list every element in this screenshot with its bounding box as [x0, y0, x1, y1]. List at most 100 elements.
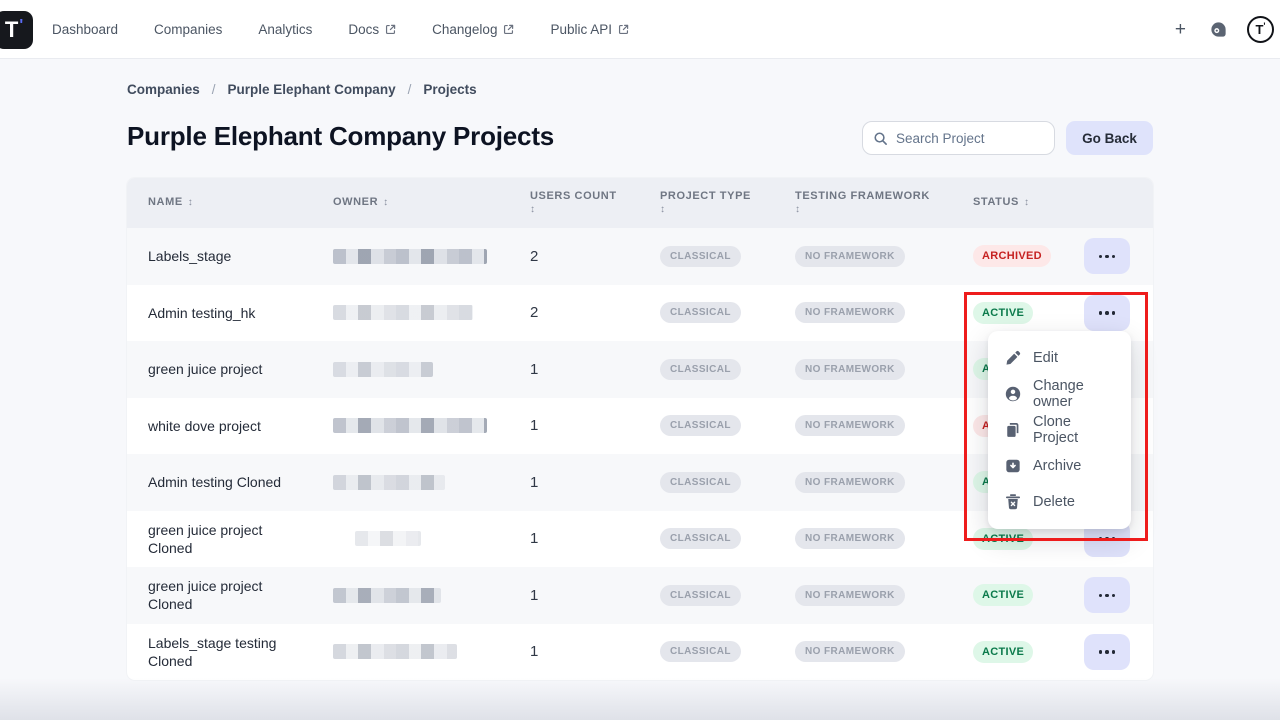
status-cell: ACTIVE: [973, 584, 1084, 607]
owner-blurred-text: [333, 587, 441, 603]
project-type-badge: CLASSICAL: [660, 641, 741, 663]
external-link-icon: [618, 24, 629, 35]
framework-badge: NO FRAMEWORK: [795, 641, 905, 663]
avatar-tick: ': [1263, 21, 1266, 31]
status-cell: ACTIVE: [973, 301, 1084, 324]
owner-blurred-text: [333, 361, 433, 377]
framework-cell: NO FRAMEWORK: [795, 245, 973, 267]
search-icon: [873, 131, 888, 146]
row-actions-button[interactable]: [1084, 633, 1130, 670]
avatar-letter: T: [1255, 22, 1264, 37]
trash-icon: [1005, 494, 1021, 510]
breadcrumb-separator: /: [211, 82, 216, 97]
project-type-cell: CLASSICAL: [660, 641, 795, 663]
framework-cell: NO FRAMEWORK: [795, 641, 973, 663]
external-link-icon: [385, 24, 396, 35]
project-name: green juice project: [148, 361, 263, 378]
sort-icon: ↕: [795, 203, 801, 215]
bottom-fade: [0, 678, 1280, 720]
search-input[interactable]: [896, 130, 1044, 146]
users-count: 1: [530, 417, 539, 435]
status-badge: ACTIVE: [973, 527, 1034, 550]
nav-item-docs[interactable]: Docs: [348, 22, 396, 37]
users-count: 1: [530, 473, 539, 491]
project-type-badge: CLASSICAL: [660, 302, 741, 324]
nav-item-public-api[interactable]: Public API: [550, 22, 629, 37]
project-name: Labels_stage testing Cloned: [148, 634, 277, 669]
users-count: 2: [530, 247, 539, 265]
project-type-badge: CLASSICAL: [660, 471, 741, 493]
actions-cell: [1084, 577, 1153, 614]
menu-item-label: Edit: [1033, 350, 1058, 366]
nav-item-companies[interactable]: Companies: [154, 22, 223, 37]
owner-cell: [333, 531, 530, 547]
users-count: 1: [530, 586, 539, 604]
table-row: Labels_stage 2 CLASSICAL NO FRAMEWORK AR…: [127, 228, 1153, 285]
project-type-cell: CLASSICAL: [660, 471, 795, 493]
project-type-cell: CLASSICAL: [660, 358, 795, 380]
framework-badge: NO FRAMEWORK: [795, 528, 905, 550]
table-row: Labels_stage testing Cloned 1 CLASSICAL …: [127, 624, 1153, 681]
copy-icon: [1007, 422, 1019, 437]
row-actions-button[interactable]: [1084, 294, 1130, 331]
sort-icon: ↕: [383, 196, 389, 208]
archive-icon: [1006, 459, 1020, 473]
menu-item-delete[interactable]: Delete: [988, 484, 1131, 520]
user-avatar[interactable]: T ': [1247, 16, 1274, 43]
pencil-icon: [1006, 351, 1021, 365]
column-header-project-type[interactable]: PROJECT TYPE ↕: [660, 190, 795, 216]
go-back-button[interactable]: Go Back: [1066, 121, 1153, 155]
owner-cell: [333, 644, 530, 660]
external-link-icon: [503, 24, 514, 35]
app-logo[interactable]: T ': [0, 11, 33, 49]
owner-cell: [333, 587, 530, 603]
menu-item-change-owner[interactable]: Change owner: [988, 376, 1131, 412]
project-type-badge: CLASSICAL: [660, 358, 741, 380]
owner-cell: [333, 361, 530, 377]
menu-item-clone-project[interactable]: Clone Project: [988, 412, 1131, 448]
menu-item-archive[interactable]: Archive: [988, 448, 1131, 484]
owner-cell: [333, 474, 530, 490]
row-actions-button[interactable]: [1084, 577, 1130, 614]
nav-item-changelog[interactable]: Changelog: [432, 22, 514, 37]
project-type-badge: CLASSICAL: [660, 584, 741, 606]
menu-item-label: Clone Project: [1033, 414, 1079, 446]
actions-cell: [1084, 238, 1153, 275]
nav-item-analytics[interactable]: Analytics: [258, 22, 313, 37]
menu-item-label: Delete: [1033, 494, 1075, 510]
project-type-badge: CLASSICAL: [660, 528, 741, 550]
column-header-owner[interactable]: OWNER ↕: [333, 196, 389, 209]
status-badge: ACTIVE: [973, 301, 1034, 324]
row-actions-button[interactable]: [1084, 238, 1130, 275]
breadcrumb-company[interactable]: Purple Elephant Company: [227, 82, 396, 97]
project-name: green juice project Cloned: [148, 521, 263, 556]
project-name: green juice project Cloned: [148, 578, 263, 613]
users-count: 1: [530, 360, 539, 378]
breadcrumb-companies[interactable]: Companies: [127, 82, 200, 97]
project-type-cell: CLASSICAL: [660, 415, 795, 437]
menu-item-edit[interactable]: Edit: [988, 340, 1131, 376]
table-header-row: NAME ↕ OWNER ↕ USERS COUNT ↕ PROJECT TYPE ↕ …: [127, 178, 1153, 228]
project-type-cell: CLASSICAL: [660, 584, 795, 606]
owner-blurred-text: [355, 531, 421, 547]
column-header-testing-framework[interactable]: TESTING FRAMEWORK ↕: [795, 190, 973, 216]
support-icon[interactable]: [1209, 20, 1228, 39]
status-badge: ACTIVE: [973, 640, 1034, 663]
app-logo-letter: T: [4, 17, 19, 42]
menu-item-label: Archive: [1033, 458, 1082, 474]
nav-item-dashboard[interactable]: Dashboard: [52, 22, 119, 37]
project-name: Admin testing_hk: [148, 304, 256, 321]
column-header-status[interactable]: STATUS ↕: [973, 196, 1030, 209]
project-type-badge: CLASSICAL: [660, 415, 741, 437]
status-badge: ACTIVE: [973, 584, 1034, 607]
plus-button[interactable]: +: [1174, 19, 1186, 40]
table-body: Labels_stage 2 CLASSICAL NO FRAMEWORK AR…: [127, 228, 1153, 680]
column-header-name[interactable]: NAME ↕: [148, 196, 194, 209]
project-name: Labels_stage: [148, 248, 232, 265]
project-name: Admin testing Cloned: [148, 474, 282, 491]
breadcrumb-projects[interactable]: Projects: [423, 82, 477, 97]
framework-badge: NO FRAMEWORK: [795, 302, 905, 324]
column-header-users-count[interactable]: USERS COUNT ↕: [530, 190, 660, 216]
framework-cell: NO FRAMEWORK: [795, 358, 973, 380]
user-circle-icon: [1005, 386, 1021, 402]
